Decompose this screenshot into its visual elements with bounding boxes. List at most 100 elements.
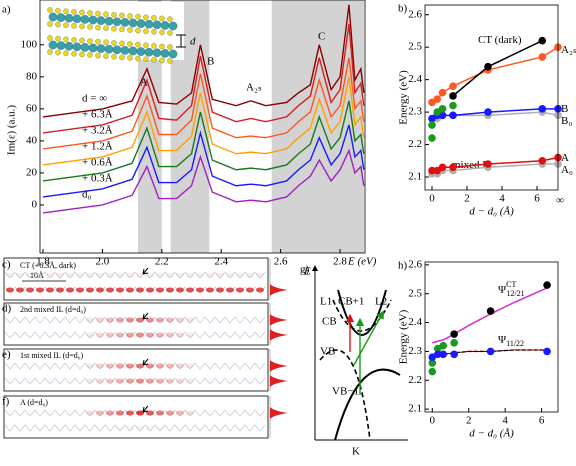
atom: [112, 17, 122, 27]
x-axis-label: d − d₀ (Å): [469, 428, 514, 440]
profile: [270, 314, 288, 326]
point: [438, 88, 447, 97]
lattice: [154, 316, 166, 324]
density: [156, 332, 164, 338]
series-label: CT (dark): [478, 34, 522, 46]
lattice: [24, 409, 36, 417]
band: [319, 349, 371, 441]
density: [106, 287, 114, 293]
y-tick-label: 60: [26, 102, 38, 114]
density: [96, 378, 104, 384]
lattice: [114, 377, 126, 385]
point: [428, 134, 436, 142]
series-name: Ψ: [498, 334, 507, 346]
lattice: [194, 331, 206, 339]
annotation: B: [207, 56, 214, 68]
point: [449, 101, 457, 110]
density: [226, 287, 234, 293]
density: [36, 272, 44, 278]
lattice: [244, 316, 256, 324]
atom: [80, 15, 90, 24]
x-tick-label: 2.2: [155, 256, 169, 268]
arrow: [142, 405, 149, 413]
lattice: [54, 362, 66, 370]
lattice: [204, 424, 216, 432]
y-tick-label: 2.1: [408, 171, 422, 183]
density: [116, 410, 124, 416]
atom: [87, 10, 93, 16]
atom: [135, 55, 141, 62]
atom: [119, 26, 125, 33]
y-tick-label: 2.5: [408, 41, 422, 53]
atom: [103, 11, 109, 17]
x-tick-label: 0: [429, 193, 435, 205]
lattice: [44, 316, 56, 324]
density: [196, 272, 204, 278]
atom: [167, 16, 173, 22]
lattice: [174, 331, 186, 339]
atom: [56, 13, 66, 22]
axis-label: E: [303, 266, 311, 278]
atom: [48, 40, 58, 50]
point: [543, 281, 551, 289]
density: [176, 410, 184, 416]
band: [332, 299, 392, 332]
density: [176, 317, 184, 323]
x-tick-label: 1.8: [36, 256, 50, 268]
lattice: [34, 316, 46, 324]
series-label: B₀: [561, 115, 572, 127]
density: [246, 287, 254, 293]
atom: [95, 24, 101, 31]
spectrum: [42, 57, 365, 150]
density: [126, 378, 134, 384]
lattice: [104, 362, 116, 370]
density: [96, 332, 104, 338]
band-label: VB−1: [332, 386, 359, 398]
lattice: [24, 316, 36, 324]
y-tick-label: 80: [26, 70, 38, 82]
profile: [270, 284, 288, 296]
y-tick-label: 0: [32, 198, 38, 210]
lattice: [184, 377, 196, 385]
density: [166, 287, 174, 293]
lattice: [54, 271, 66, 279]
lattice: [204, 316, 216, 324]
point: [450, 330, 458, 338]
lattice: [144, 424, 156, 432]
lattice: [104, 409, 116, 417]
lattice: [14, 424, 26, 432]
density: [166, 272, 174, 278]
lattice: [14, 271, 26, 279]
lattice: [14, 331, 26, 339]
atom: [160, 49, 170, 58]
lattice: [154, 331, 166, 339]
lattice: [164, 362, 176, 370]
lattice: [154, 424, 166, 432]
arrow: [142, 312, 149, 320]
spectrum: [42, 148, 365, 214]
y-tick-label: 2.6: [408, 8, 422, 20]
density: [116, 426, 124, 431]
lattice: [74, 362, 86, 370]
point: [538, 36, 547, 45]
lattice: [54, 331, 66, 339]
atom: [87, 38, 93, 44]
lattice: [4, 331, 16, 339]
density: [116, 287, 124, 293]
series-label: d = ∞: [82, 92, 107, 104]
lattice: [214, 316, 226, 324]
atom: [143, 42, 149, 48]
atom: [136, 19, 146, 28]
lattice: [224, 424, 236, 432]
lattice: [144, 271, 156, 279]
density: [146, 363, 154, 369]
lattice: [194, 271, 206, 279]
arrow: [142, 358, 149, 366]
series-sub: 12/21: [506, 289, 524, 298]
density: [176, 272, 184, 278]
y-tick-label: 2.5: [408, 287, 422, 299]
strip-frame: [3, 257, 269, 301]
series-label: + 1.2Å: [82, 140, 113, 152]
lattice: [124, 331, 136, 339]
x-tick-label: 2: [464, 193, 470, 205]
